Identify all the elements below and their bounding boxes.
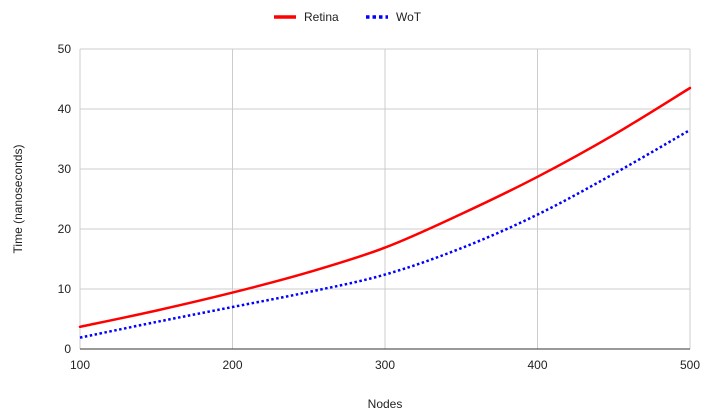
series-line-wot — [79, 128, 691, 339]
y-tick-label: 40 — [58, 102, 72, 116]
grid-lines — [79, 48, 691, 349]
y-tick-label: 0 — [64, 342, 71, 356]
series-line-retina — [78, 86, 692, 329]
series-lines — [78, 86, 692, 339]
x-tick-label: 500 — [680, 358, 700, 372]
x-tick-label: 300 — [375, 358, 395, 372]
y-tick-label: 10 — [58, 282, 72, 296]
x-tick-label: 200 — [222, 358, 242, 372]
x-tick-label: 400 — [527, 358, 547, 372]
y-tick-label: 50 — [58, 42, 72, 56]
legend: Retina WoT — [274, 10, 422, 24]
y-axis-label: Time (nanoseconds) — [11, 145, 25, 254]
x-axis-label: Nodes — [368, 397, 403, 411]
y-tick-label: 20 — [58, 222, 72, 236]
axes: 0 10 20 30 40 50 100 200 300 400 500 — [58, 42, 701, 372]
y-tick-label: 30 — [58, 162, 72, 176]
legend-label-wot: WoT — [396, 10, 422, 24]
legend-label-retina: Retina — [304, 10, 339, 24]
x-tick-label: 100 — [70, 358, 90, 372]
